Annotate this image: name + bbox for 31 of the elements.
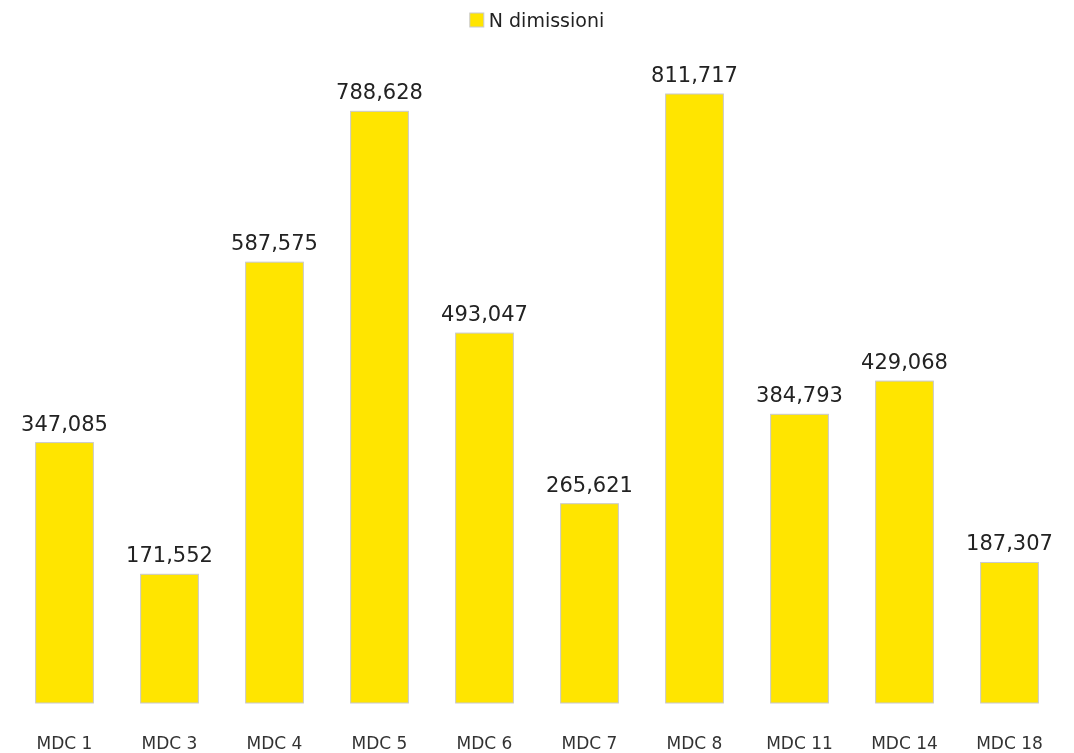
x-tick-label: MDC 5 [351, 733, 408, 753]
x-tick-label: MDC 8 [666, 733, 723, 753]
bar [770, 413, 829, 704]
legend-label: N dimissioni [488, 8, 605, 31]
x-tick-label: MDC 7 [561, 733, 618, 753]
data-label: 187,307 [966, 531, 1053, 556]
data-label: 347,085 [21, 411, 108, 436]
data-label: 493,047 [441, 302, 528, 327]
bar [875, 380, 934, 704]
x-tick-label: MDC 11 [766, 733, 833, 753]
x-tick-label: MDC 18 [976, 733, 1043, 753]
bar [560, 503, 619, 704]
data-label: 587,575 [231, 231, 318, 256]
x-tick-label: MDC 14 [871, 733, 938, 753]
bar [140, 573, 199, 704]
data-label: 384,793 [756, 383, 843, 408]
x-tick-label: MDC 6 [456, 733, 513, 753]
data-label: 429,068 [861, 350, 948, 375]
x-tick-label: MDC 3 [141, 733, 198, 753]
data-label: 811,717 [651, 63, 738, 87]
x-tick-label: MDC 4 [246, 733, 303, 753]
data-label: 788,628 [336, 80, 423, 105]
bar [35, 442, 94, 704]
x-tick-label: MDC 1 [36, 733, 93, 753]
bar [350, 110, 409, 704]
bar [980, 561, 1039, 704]
bar [455, 332, 514, 704]
bar [245, 261, 304, 704]
bar [665, 93, 724, 704]
data-label: 171,552 [126, 543, 213, 568]
data-label: 265,621 [546, 472, 633, 497]
